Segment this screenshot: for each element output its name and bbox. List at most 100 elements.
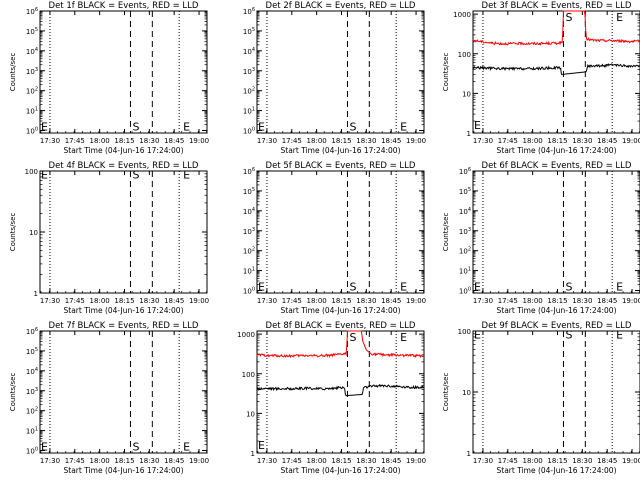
chart-panel-4: Det 4f BLACK = Events, RED = LLD Counts/s…: [9, 161, 209, 315]
plot-frame: [39, 10, 208, 134]
x-tick-label: 17:30: [40, 137, 60, 145]
x-tick-label: 18:00: [523, 457, 543, 465]
chart-panel-8: Det 8f BLACK = Events, RED = LLD Start Ti…: [237, 321, 426, 475]
plot-frame: [39, 330, 208, 454]
x-tick-label: 18:15: [114, 297, 134, 305]
chart-title: Det 8f BLACK = Events, RED = LLD: [266, 321, 416, 331]
marker-label: E: [400, 120, 407, 133]
y-tick-label: 10: [246, 410, 255, 418]
x-axis-label: Start Time (04-Jun-16 17:24:00): [64, 466, 184, 475]
x-tick-label: 18:15: [331, 297, 351, 305]
y-tick-label: 102: [243, 247, 255, 256]
marker-label: E: [474, 328, 481, 341]
y-tick-label: 105: [26, 27, 38, 36]
chart-panel-3: Det 3f BLACK = Events, RED = LLD Counts/s…: [442, 1, 640, 155]
chart-title: Det 5f BLACK = Events, RED = LLD: [266, 161, 416, 171]
y-tick-label: 102: [459, 247, 471, 256]
x-tick-label: 17:30: [40, 297, 60, 305]
y-axis-label: Counts/sec: [442, 213, 450, 252]
y-tick-label: 100: [242, 371, 255, 379]
marker-label: E: [41, 120, 48, 133]
marker-label: E: [258, 120, 265, 133]
x-tick-label: 18:30: [572, 297, 592, 305]
chart-title: Det 1f BLACK = Events, RED = LLD: [49, 1, 199, 11]
x-tick-label: 18:30: [356, 457, 376, 465]
marker-label: E: [183, 120, 190, 133]
x-tick-label: 18:45: [164, 297, 184, 305]
x-tick-label: 17:30: [257, 457, 277, 465]
x-tick-label: 17:30: [473, 457, 493, 465]
x-tick-label: 18:45: [164, 137, 184, 145]
y-tick-label: 100: [243, 127, 255, 136]
x-axis-label: Start Time (04-Jun-16 17:24:00): [497, 146, 617, 155]
y-axis-label: Counts/sec: [9, 373, 17, 412]
x-tick-label: 19:00: [406, 137, 426, 145]
marker-label: S: [349, 120, 356, 133]
y-axis-label: Counts/sec: [442, 373, 450, 412]
y-tick-label: 105: [243, 187, 255, 196]
x-tick-label: 17:30: [40, 457, 60, 465]
x-tick-label: 17:45: [498, 137, 518, 145]
x-tick-label: 19:00: [406, 457, 426, 465]
x-tick-label: 17:30: [257, 137, 277, 145]
chart-panel-2: Det 2f BLACK = Events, RED = LLD Start Ti…: [243, 1, 426, 155]
x-tick-label: 18:30: [572, 137, 592, 145]
y-tick-label: 1: [34, 290, 38, 298]
y-tick-label: 103: [459, 227, 471, 236]
y-tick-label: 100: [458, 328, 471, 336]
x-axis-label: Start Time (04-Jun-16 17:24:00): [281, 146, 401, 155]
series-line-events: [472, 63, 640, 75]
x-tick-label: 18:15: [114, 457, 134, 465]
y-tick-label: 103: [26, 387, 38, 396]
x-tick-label: 19:00: [406, 297, 426, 305]
chart-panel-6: Det 6f BLACK = Events, RED = LLD Counts/s…: [442, 161, 640, 315]
chart-title: Det 4f BLACK = Events, RED = LLD: [49, 161, 199, 171]
marker-label: S: [132, 168, 139, 181]
x-tick-label: 18:00: [307, 137, 327, 145]
x-tick-label: 18:45: [381, 457, 401, 465]
marker-label: E: [183, 440, 190, 453]
x-tick-label: 19:00: [189, 297, 209, 305]
marker-label: S: [349, 331, 356, 344]
x-tick-label: 17:45: [65, 297, 85, 305]
x-tick-label: 18:00: [523, 137, 543, 145]
marker-label: E: [258, 439, 265, 452]
plot-frame: [472, 330, 640, 454]
x-tick-label: 19:00: [189, 137, 209, 145]
x-tick-label: 18:45: [597, 137, 617, 145]
marker-label: E: [400, 331, 407, 344]
y-tick-label: 106: [243, 7, 255, 16]
x-tick-label: 18:30: [572, 457, 592, 465]
x-tick-label: 17:45: [498, 297, 518, 305]
y-tick-label: 1: [467, 130, 471, 138]
x-tick-label: 18:15: [331, 137, 351, 145]
marker-label: E: [474, 280, 481, 293]
chart-title: Det 2f BLACK = Events, RED = LLD: [266, 1, 416, 11]
x-tick-label: 18:30: [139, 297, 159, 305]
y-tick-label: 106: [26, 327, 38, 336]
x-tick-label: 18:00: [90, 297, 110, 305]
chart-title: Det 3f BLACK = Events, RED = LLD: [482, 1, 632, 11]
marker-label: E: [474, 119, 481, 132]
marker-label: S: [565, 280, 572, 293]
y-tick-label: 102: [243, 87, 255, 96]
y-tick-label: 1: [467, 450, 471, 458]
y-tick-label: 1: [251, 450, 255, 458]
marker-label: E: [183, 168, 190, 181]
plot-frame: [472, 170, 640, 294]
marker-label: E: [616, 280, 623, 293]
marker-label: E: [258, 280, 265, 293]
x-tick-label: 17:30: [473, 297, 493, 305]
y-axis-label: Counts/sec: [442, 53, 450, 92]
y-tick-label: 100: [26, 447, 38, 456]
y-tick-label: 100: [458, 51, 471, 59]
y-tick-label: 104: [243, 207, 255, 216]
chart-panel-9: Det 9f BLACK = Events, RED = LLD Counts/s…: [442, 321, 640, 475]
marker-label: S: [349, 280, 356, 293]
y-tick-label: 106: [243, 167, 255, 176]
series-line-lld: [256, 330, 424, 359]
y-tick-label: 10: [462, 90, 471, 98]
y-tick-label: 100: [26, 127, 38, 136]
x-axis-label: Start Time (04-Jun-16 17:24:00): [281, 466, 401, 475]
